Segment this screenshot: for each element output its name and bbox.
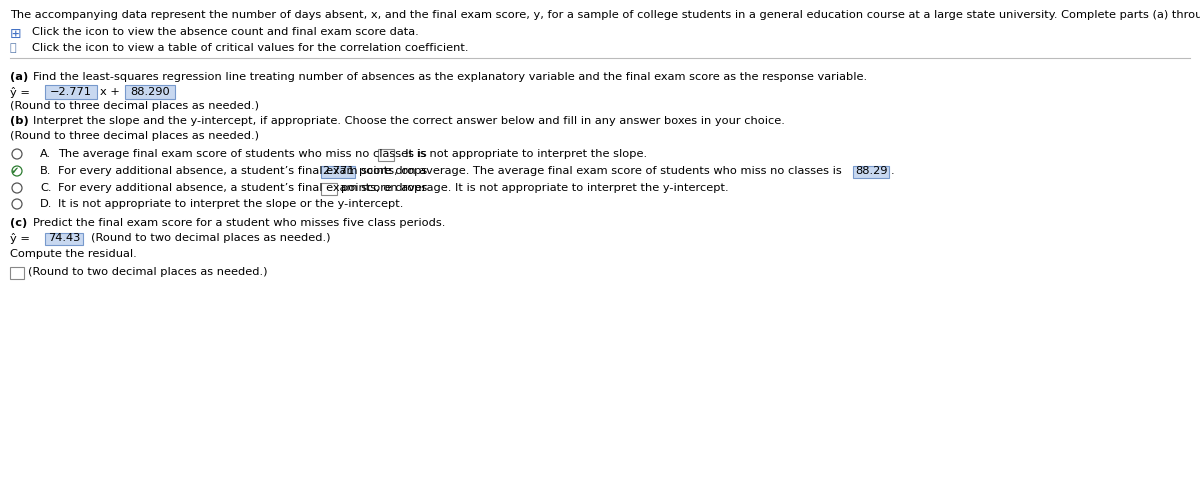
Bar: [853, 166, 889, 178]
Text: A.: A.: [40, 149, 52, 159]
Text: The average final exam score of students who miss no classes is: The average final exam score of students…: [58, 149, 427, 159]
Text: ŷ =: ŷ =: [10, 233, 30, 244]
Text: 📋: 📋: [10, 43, 17, 53]
Bar: [378, 149, 394, 161]
Text: 88.290: 88.290: [130, 87, 170, 97]
Text: points, on average. The average final exam score of students who miss no classes: points, on average. The average final ex…: [359, 166, 841, 176]
Text: (Round to three decimal places as needed.): (Round to three decimal places as needed…: [10, 101, 259, 111]
Text: (b): (b): [10, 116, 29, 126]
Bar: [322, 183, 337, 195]
Text: 2.771: 2.771: [322, 166, 354, 176]
Text: Click the icon to view the absence count and final exam score data.: Click the icon to view the absence count…: [32, 27, 419, 37]
Text: It is not appropriate to interpret the slope or the y-intercept.: It is not appropriate to interpret the s…: [58, 199, 403, 209]
Text: C.: C.: [40, 183, 52, 193]
Text: . It is not appropriate to interpret the slope.: . It is not appropriate to interpret the…: [398, 149, 647, 159]
Text: The accompanying data represent the number of days absent, x, and the final exam: The accompanying data represent the numb…: [10, 10, 1200, 20]
Text: x +: x +: [100, 87, 120, 97]
Text: Find the least-squares regression line treating number of absences as the explan: Find the least-squares regression line t…: [34, 72, 868, 82]
Bar: [10, 267, 24, 279]
Text: (a): (a): [10, 72, 29, 82]
Text: (Round to two decimal places as needed.): (Round to two decimal places as needed.): [91, 233, 330, 243]
Text: (Round to two decimal places as needed.): (Round to two decimal places as needed.): [28, 267, 268, 277]
Text: (c): (c): [10, 218, 28, 228]
Text: Click the icon to view a table of critical values for the correlation coefficien: Click the icon to view a table of critic…: [32, 43, 468, 53]
Text: ŷ =: ŷ =: [10, 87, 30, 98]
Text: For every additional absence, a student’s final exam score drops: For every additional absence, a student’…: [58, 183, 427, 193]
Text: 74.43: 74.43: [48, 233, 80, 243]
Text: 88.29: 88.29: [854, 166, 887, 176]
Text: ✔: ✔: [11, 166, 19, 176]
Text: For every additional absence, a student’s final exam score drops: For every additional absence, a student’…: [58, 166, 427, 176]
Text: Interpret the slope and the y-intercept, if appropriate. Choose the correct answ: Interpret the slope and the y-intercept,…: [34, 116, 785, 126]
Text: −2.771: −2.771: [50, 87, 92, 97]
Text: Compute the residual.: Compute the residual.: [10, 249, 137, 259]
Text: ⊞: ⊞: [10, 27, 22, 41]
Bar: [125, 85, 175, 99]
Text: Predict the final exam score for a student who misses five class periods.: Predict the final exam score for a stude…: [34, 218, 445, 228]
Text: B.: B.: [40, 166, 52, 176]
Bar: [322, 166, 355, 178]
Text: (Round to three decimal places as needed.): (Round to three decimal places as needed…: [10, 131, 259, 141]
Bar: [46, 233, 83, 245]
Text: points, on average. It is not appropriate to interpret the y-intercept.: points, on average. It is not appropriat…: [341, 183, 728, 193]
Bar: [46, 85, 97, 99]
Text: .: .: [890, 166, 895, 176]
Text: D.: D.: [40, 199, 53, 209]
